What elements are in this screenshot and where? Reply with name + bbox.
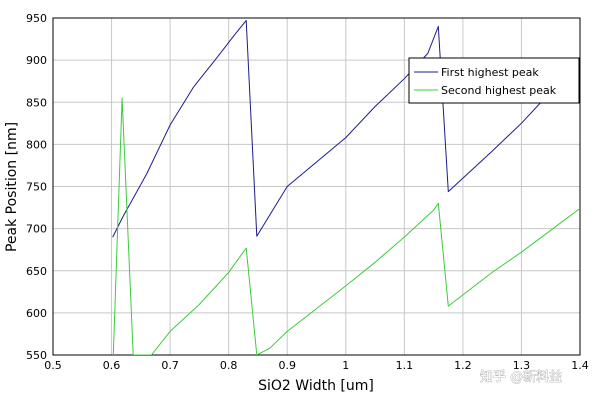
- x-tick-label: 1.4: [571, 359, 589, 372]
- y-tick-label: 800: [26, 138, 47, 151]
- x-axis-title: SiO2 Width [um]: [258, 378, 374, 394]
- y-tick-label: 900: [26, 54, 47, 67]
- x-tick-label: 1.2: [454, 359, 472, 372]
- y-tick-label: 600: [26, 307, 47, 320]
- x-tick-label: 0.6: [103, 359, 121, 372]
- x-tick-label: 1: [342, 359, 349, 372]
- y-tick-label: 950: [26, 12, 47, 25]
- y-tick-label: 850: [26, 96, 47, 109]
- tick-labels: 0.5 0.6 0.7 0.8 0.9 1 1.1 1.2 1.3 1.4 550 600 650 700…: [26, 12, 589, 372]
- legend-box: [408, 57, 580, 104]
- legend: First highest peak Second highest peak: [408, 57, 580, 104]
- y-tick-label: 700: [26, 223, 47, 236]
- y-tick-label: 550: [26, 349, 47, 362]
- legend-label-first: First highest peak: [441, 66, 539, 79]
- x-tick-label: 0.5: [44, 359, 62, 372]
- y-tick-label: 650: [26, 265, 47, 278]
- series-layer: [112, 20, 580, 355]
- x-tick-label: 0.9: [278, 359, 296, 372]
- series-line-first: [112, 20, 563, 238]
- plot-frame: [52, 17, 581, 356]
- y-tick-label: 750: [26, 181, 47, 194]
- watermark: 知乎 @新料益: [480, 369, 562, 385]
- x-tick-label: 0.8: [220, 359, 238, 372]
- x-tick-label: 0.7: [161, 359, 179, 372]
- y-axis-title: Peak Position [nm]: [4, 122, 20, 252]
- series-line-second: [112, 97, 580, 355]
- x-tick-label: 1.1: [396, 359, 414, 372]
- legend-label-second: Second highest peak: [441, 84, 557, 97]
- x-tick-label: 1.3: [513, 359, 531, 372]
